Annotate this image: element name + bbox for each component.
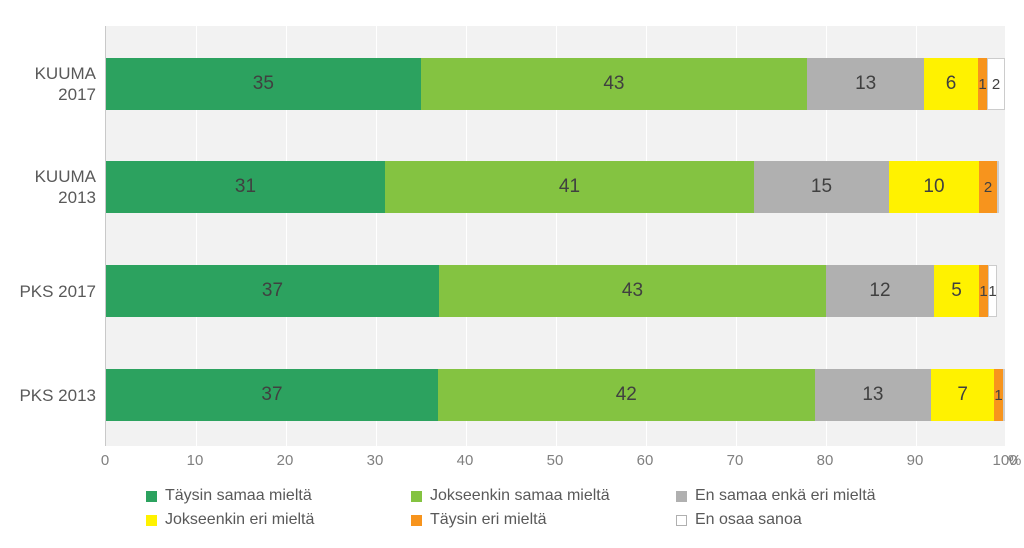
x-tick-label: 30 — [367, 452, 384, 469]
bar-segment: 13 — [815, 369, 932, 421]
legend-item: Jokseenkin samaa mieltä — [405, 487, 670, 505]
x-tick-label: 80 — [817, 452, 834, 469]
bar-segment: 12 — [826, 265, 934, 317]
legend: Täysin samaa mieltä Jokseenkin samaa miel… — [140, 487, 960, 529]
plot-area: 35431361231411510237431251137421371 — [105, 26, 1005, 446]
bar-segment: 42 — [438, 369, 815, 421]
legend-label: Jokseenkin eri mieltä — [165, 511, 314, 529]
bar-segment: 31 — [106, 161, 385, 213]
bar-segment: 43 — [421, 58, 808, 110]
bar-segment: 2 — [987, 58, 1005, 110]
legend-label: Jokseenkin samaa mieltä — [430, 487, 610, 505]
bar-segment: 37 — [106, 265, 439, 317]
x-unit-label: % — [1008, 452, 1021, 469]
bar-row: 354313612 — [106, 58, 1005, 110]
bar-segment: 43 — [439, 265, 826, 317]
legend-label: Täysin eri mieltä — [430, 511, 546, 529]
category-label: PKS 2017 — [0, 281, 96, 302]
legend-swatch — [146, 515, 157, 526]
bar-segment: 6 — [924, 58, 978, 110]
legend-item: Jokseenkin eri mieltä — [140, 511, 405, 529]
bar-segment: 1 — [994, 369, 1003, 421]
bar-segment: 41 — [385, 161, 754, 213]
bar-segment: 10 — [889, 161, 979, 213]
bar-segment: 1 — [978, 58, 987, 110]
category-label: PKS 2013 — [0, 385, 96, 406]
legend-label: En samaa enkä eri mieltä — [695, 487, 876, 505]
legend-swatch — [146, 491, 157, 502]
category-label: KUUMA 2013 — [0, 166, 96, 209]
gridline — [1006, 26, 1007, 446]
bar-segment: 15 — [754, 161, 889, 213]
bar-segment — [1003, 369, 1005, 421]
x-tick-label: 10 — [187, 452, 204, 469]
x-tick-label: 90 — [907, 452, 924, 469]
legend-label: Täysin samaa mieltä — [165, 487, 312, 505]
x-tick-label: 50 — [547, 452, 564, 469]
bar-row: 374312511 — [106, 265, 1005, 317]
bar-segment — [997, 161, 999, 213]
legend-item: En samaa enkä eri mieltä — [670, 487, 935, 505]
bar-segment: 37 — [106, 369, 438, 421]
bar-row: 314115102 — [106, 161, 1005, 213]
x-tick-label: 70 — [727, 452, 744, 469]
legend-item: Täysin eri mieltä — [405, 511, 670, 529]
legend-item: En osaa sanoa — [670, 511, 935, 529]
legend-swatch — [676, 515, 687, 526]
legend-swatch — [411, 491, 422, 502]
legend-item: Täysin samaa mieltä — [140, 487, 405, 505]
stacked-bar-chart: 35431361231411510237431251137421371 KUUM… — [0, 0, 1024, 548]
bar-segment: 1 — [979, 265, 988, 317]
bar-segment: 1 — [988, 265, 997, 317]
legend-label: En osaa sanoa — [695, 511, 802, 529]
x-tick-label: 60 — [637, 452, 654, 469]
legend-swatch — [676, 491, 687, 502]
bar-segment: 13 — [807, 58, 924, 110]
bar-row: 37421371 — [106, 369, 1005, 421]
legend-swatch — [411, 515, 422, 526]
x-tick-label: 0 — [101, 452, 109, 469]
x-tick-label: 40 — [457, 452, 474, 469]
bar-segment: 2 — [979, 161, 997, 213]
bar-segment: 5 — [934, 265, 979, 317]
category-label: KUUMA 2017 — [0, 63, 96, 106]
bar-segment: 35 — [106, 58, 421, 110]
bar-segment: 7 — [931, 369, 994, 421]
x-tick-label: 20 — [277, 452, 294, 469]
